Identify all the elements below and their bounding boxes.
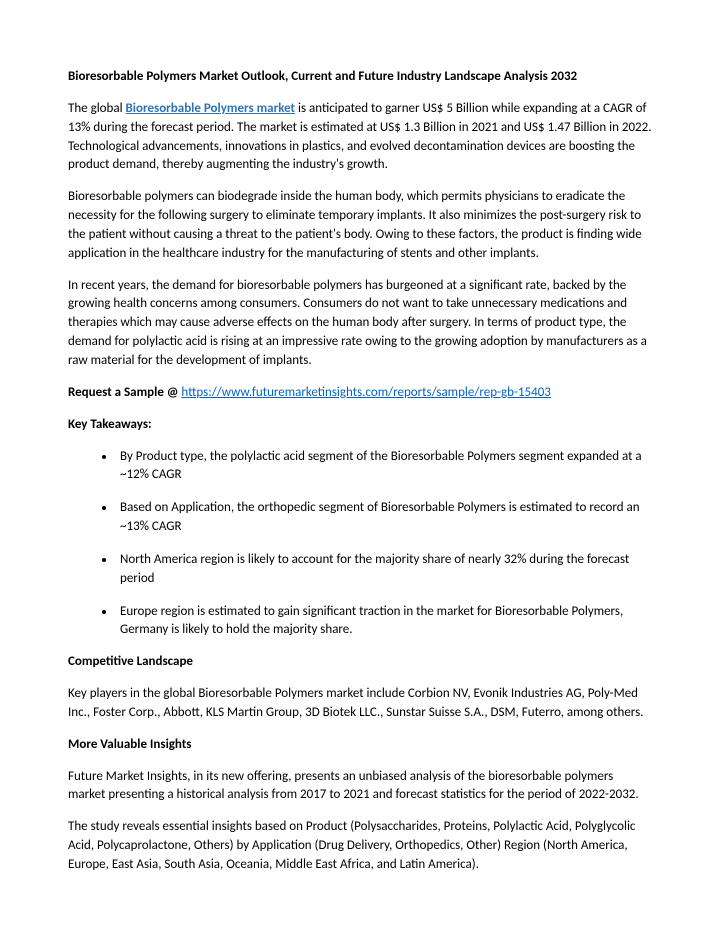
insights-paragraph-2: The study reveals essential insights bas… xyxy=(68,818,652,875)
intro-text-a: The global xyxy=(68,101,126,116)
key-takeaways-heading: Key Takeaways: xyxy=(68,416,652,435)
takeaways-list: By Product type, the polylactic acid seg… xyxy=(68,448,652,641)
sample-request-line: Request a Sample @ https://www.futuremar… xyxy=(68,384,652,403)
list-item: By Product type, the polylactic acid seg… xyxy=(116,448,652,486)
insights-paragraph-1: Future Market Insights, in its new offer… xyxy=(68,768,652,806)
intro-paragraph: The global Bioresorbable Polymers market… xyxy=(68,100,652,175)
market-link[interactable]: Bioresorbable Polymers market xyxy=(126,101,296,116)
competitive-landscape-heading: Competitive Landscape xyxy=(68,653,652,672)
sample-url-link[interactable]: https://www.futuremarketinsights.com/rep… xyxy=(181,385,550,400)
paragraph-3: In recent years, the demand for bioresor… xyxy=(68,277,652,371)
document-title: Bioresorbable Polymers Market Outlook, C… xyxy=(68,68,652,87)
list-item: North America region is likely to accoun… xyxy=(116,551,652,589)
competitive-landscape-body: Key players in the global Bioresorbable … xyxy=(68,685,652,723)
list-item: Europe region is estimated to gain signi… xyxy=(116,603,652,641)
paragraph-2: Bioresorbable polymers can biodegrade in… xyxy=(68,188,652,263)
sample-label: Request a Sample @ xyxy=(68,385,181,400)
more-insights-heading: More Valuable Insights xyxy=(68,736,652,755)
list-item: Based on Application, the orthopedic seg… xyxy=(116,499,652,537)
